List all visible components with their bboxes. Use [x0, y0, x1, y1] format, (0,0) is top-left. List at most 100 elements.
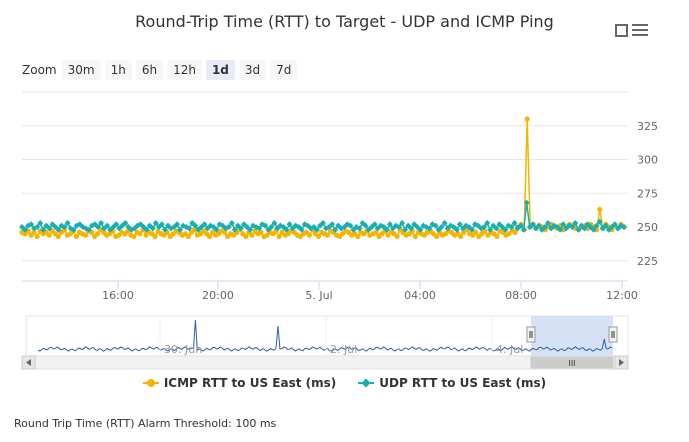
- udp-point[interactable]: [201, 221, 208, 228]
- udp-point[interactable]: [61, 224, 68, 230]
- udp-point[interactable]: [438, 224, 445, 230]
- udp-point[interactable]: [98, 219, 105, 226]
- chart-menu-button[interactable]: [615, 20, 657, 40]
- udp-point[interactable]: [149, 225, 156, 232]
- udp-point[interactable]: [493, 225, 500, 232]
- udp-point[interactable]: [46, 225, 53, 232]
- fullscreen-icon[interactable]: [615, 23, 628, 37]
- udp-point[interactable]: [383, 226, 390, 233]
- scrollbar[interactable]: III: [21, 355, 629, 370]
- udp-point[interactable]: [417, 226, 424, 233]
- zoom-button-12h[interactable]: 12h: [167, 60, 202, 80]
- udp-point[interactable]: [456, 221, 463, 228]
- legend-item-udp[interactable]: UDP RTT to US East (ms): [358, 376, 546, 390]
- udp-point[interactable]: [228, 219, 235, 226]
- icmp-point[interactable]: [482, 228, 488, 234]
- udp-point[interactable]: [320, 219, 326, 226]
- udp-point[interactable]: [362, 222, 369, 229]
- udp-point[interactable]: [611, 221, 618, 228]
- zoom-button-1d[interactable]: 1d: [205, 60, 235, 80]
- udp-point[interactable]: [596, 218, 603, 225]
- udp-point[interactable]: [481, 224, 488, 230]
- zoom-button-3d[interactable]: 3d: [238, 60, 267, 80]
- icmp-point[interactable]: [137, 231, 143, 237]
- udp-point[interactable]: [161, 226, 168, 233]
- udp-point[interactable]: [34, 224, 41, 230]
- udp-point[interactable]: [177, 226, 184, 233]
- udp-point[interactable]: [158, 221, 165, 228]
- icmp-point[interactable]: [82, 232, 89, 238]
- zoom-button-1h[interactable]: 1h: [104, 60, 132, 80]
- udp-point[interactable]: [283, 226, 290, 233]
- udp-point[interactable]: [508, 224, 515, 230]
- icmp-point[interactable]: [524, 116, 530, 122]
- icmp-point[interactable]: [276, 233, 282, 240]
- udp-point[interactable]: [85, 226, 92, 233]
- icmp-point[interactable]: [315, 233, 322, 240]
- udp-point[interactable]: [432, 222, 439, 229]
- icmp-point[interactable]: [95, 231, 101, 237]
- udp-point[interactable]: [426, 225, 433, 232]
- udp-point[interactable]: [487, 226, 494, 233]
- udp-point[interactable]: [192, 222, 199, 229]
- udp-point[interactable]: [544, 219, 551, 226]
- udp-point[interactable]: [402, 226, 409, 233]
- udp-point[interactable]: [225, 224, 232, 230]
- udp-point[interactable]: [441, 219, 448, 226]
- udp-point[interactable]: [104, 222, 111, 229]
- icmp-point[interactable]: [306, 232, 312, 238]
- icmp-point[interactable]: [258, 229, 264, 235]
- icmp-point[interactable]: [206, 233, 213, 240]
- udp-point[interactable]: [247, 226, 254, 233]
- udp-point[interactable]: [484, 219, 491, 226]
- icmp-point[interactable]: [185, 233, 191, 240]
- udp-point[interactable]: [590, 226, 597, 233]
- icmp-point[interactable]: [222, 229, 228, 235]
- scrollbar-thumb[interactable]: [530, 356, 614, 369]
- udp-point[interactable]: [313, 226, 320, 233]
- icmp-point[interactable]: [473, 229, 479, 235]
- zoom-button-6h[interactable]: 6h: [135, 60, 164, 80]
- icmp-point[interactable]: [433, 233, 440, 240]
- hamburger-menu-icon[interactable]: [632, 24, 648, 36]
- icmp-point[interactable]: [55, 233, 61, 240]
- icmp-point[interactable]: [243, 233, 249, 240]
- icmp-point[interactable]: [373, 229, 379, 235]
- udp-point[interactable]: [520, 226, 527, 233]
- udp-point[interactable]: [213, 226, 220, 233]
- udp-point[interactable]: [231, 226, 238, 233]
- icmp-point[interactable]: [31, 229, 37, 235]
- udp-point[interactable]: [399, 219, 406, 226]
- udp-point[interactable]: [143, 226, 150, 233]
- udp-point[interactable]: [502, 226, 509, 233]
- udp-point[interactable]: [28, 221, 35, 228]
- icmp-point[interactable]: [412, 233, 418, 240]
- icmp-point[interactable]: [249, 232, 255, 238]
- icmp-point[interactable]: [73, 233, 80, 240]
- navigator-left-handle[interactable]: [526, 326, 536, 343]
- udp-point[interactable]: [572, 219, 579, 226]
- udp-point[interactable]: [621, 224, 627, 230]
- udp-point[interactable]: [298, 226, 305, 233]
- udp-point[interactable]: [64, 219, 71, 226]
- udp-point[interactable]: [347, 222, 354, 229]
- udp-point[interactable]: [152, 219, 159, 226]
- udp-point[interactable]: [541, 224, 548, 230]
- udp-point[interactable]: [186, 225, 193, 232]
- udp-point[interactable]: [523, 199, 530, 206]
- navigator-right-handle[interactable]: [608, 326, 618, 343]
- udp-point[interactable]: [453, 226, 460, 233]
- icmp-point[interactable]: [152, 233, 158, 240]
- udp-point[interactable]: [70, 226, 77, 233]
- udp-point[interactable]: [22, 226, 29, 233]
- udp-point[interactable]: [581, 225, 588, 232]
- icmp-point[interactable]: [494, 233, 500, 240]
- udp-point[interactable]: [569, 224, 576, 230]
- udp-point[interactable]: [286, 221, 293, 228]
- udp-point[interactable]: [386, 221, 393, 228]
- udp-point[interactable]: [575, 226, 582, 233]
- udp-point[interactable]: [557, 226, 564, 233]
- udp-point[interactable]: [593, 222, 600, 229]
- udp-point[interactable]: [517, 222, 524, 229]
- udp-point[interactable]: [396, 224, 403, 230]
